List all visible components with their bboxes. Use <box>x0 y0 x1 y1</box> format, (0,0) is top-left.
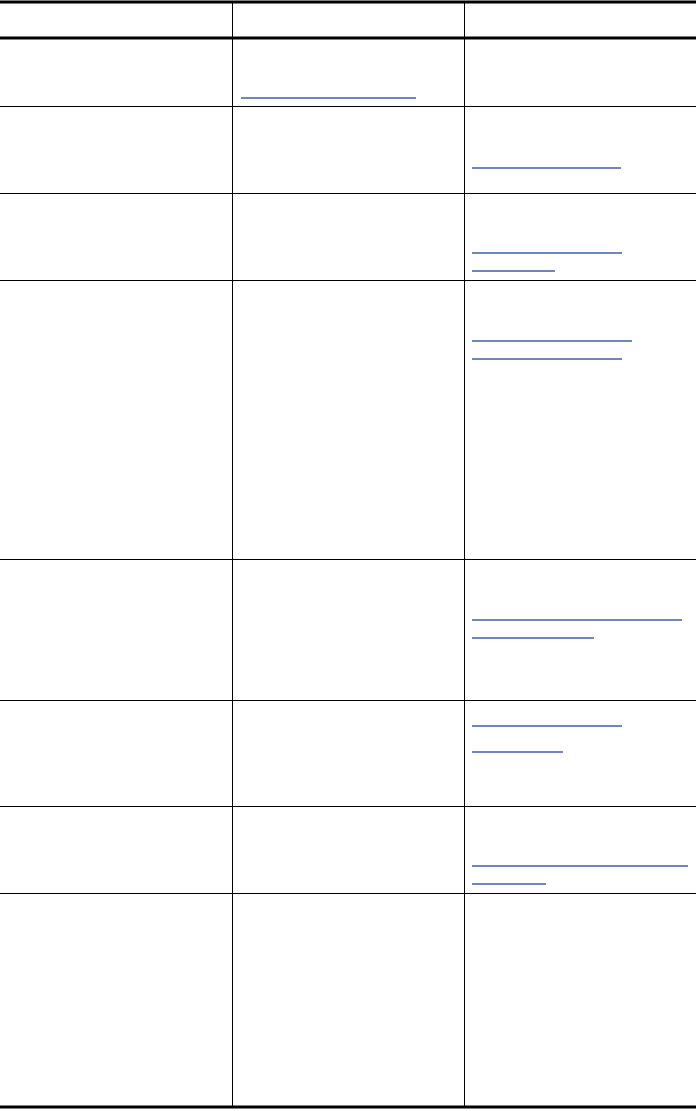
page: {} <box>0 0 696 1109</box>
table <box>0 0 696 1109</box>
